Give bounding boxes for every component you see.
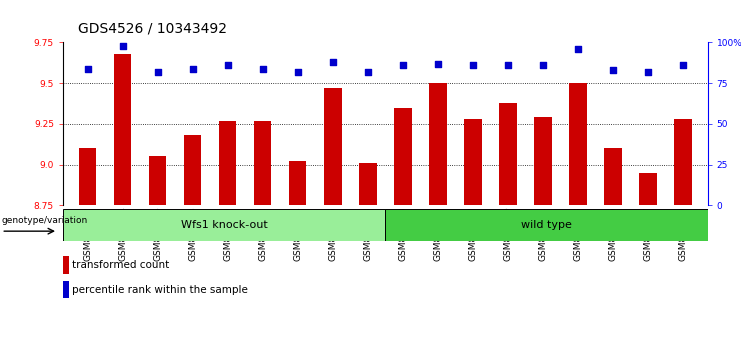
Point <box>467 62 479 68</box>
Bar <box>674 119 692 205</box>
Bar <box>464 119 482 205</box>
Bar <box>63 209 385 241</box>
Text: transformed count: transformed count <box>73 260 170 270</box>
Point <box>607 67 619 73</box>
Bar <box>79 148 96 205</box>
Bar <box>324 88 342 205</box>
Point <box>572 46 584 52</box>
Bar <box>114 54 131 205</box>
Point <box>642 69 654 75</box>
Point <box>502 62 514 68</box>
Point <box>257 66 269 72</box>
Point <box>397 62 409 68</box>
Text: percentile rank within the sample: percentile rank within the sample <box>73 285 248 295</box>
Point <box>292 69 304 75</box>
Text: GDS4526 / 10343492: GDS4526 / 10343492 <box>78 21 227 35</box>
Bar <box>499 103 516 205</box>
Bar <box>149 156 166 205</box>
Bar <box>359 163 376 205</box>
Bar <box>254 121 271 205</box>
Point <box>152 69 164 75</box>
Bar <box>63 281 70 298</box>
Point <box>82 66 93 72</box>
Bar <box>605 148 622 205</box>
Bar <box>569 83 587 205</box>
Bar <box>184 135 202 205</box>
Bar <box>639 173 657 205</box>
Point <box>362 69 373 75</box>
Bar <box>394 108 411 205</box>
Point <box>432 61 444 67</box>
Bar <box>534 118 552 205</box>
Text: Wfs1 knock-out: Wfs1 knock-out <box>181 220 268 230</box>
Point <box>187 66 199 72</box>
Point <box>537 62 549 68</box>
Point <box>327 59 339 65</box>
Point <box>222 62 233 68</box>
Bar <box>385 209 708 241</box>
Bar <box>289 161 307 205</box>
Text: genotype/variation: genotype/variation <box>1 216 87 225</box>
Text: wild type: wild type <box>521 220 572 230</box>
Point <box>677 62 689 68</box>
Bar <box>219 121 236 205</box>
Bar <box>429 83 447 205</box>
Bar <box>63 256 70 274</box>
Point <box>116 43 128 48</box>
